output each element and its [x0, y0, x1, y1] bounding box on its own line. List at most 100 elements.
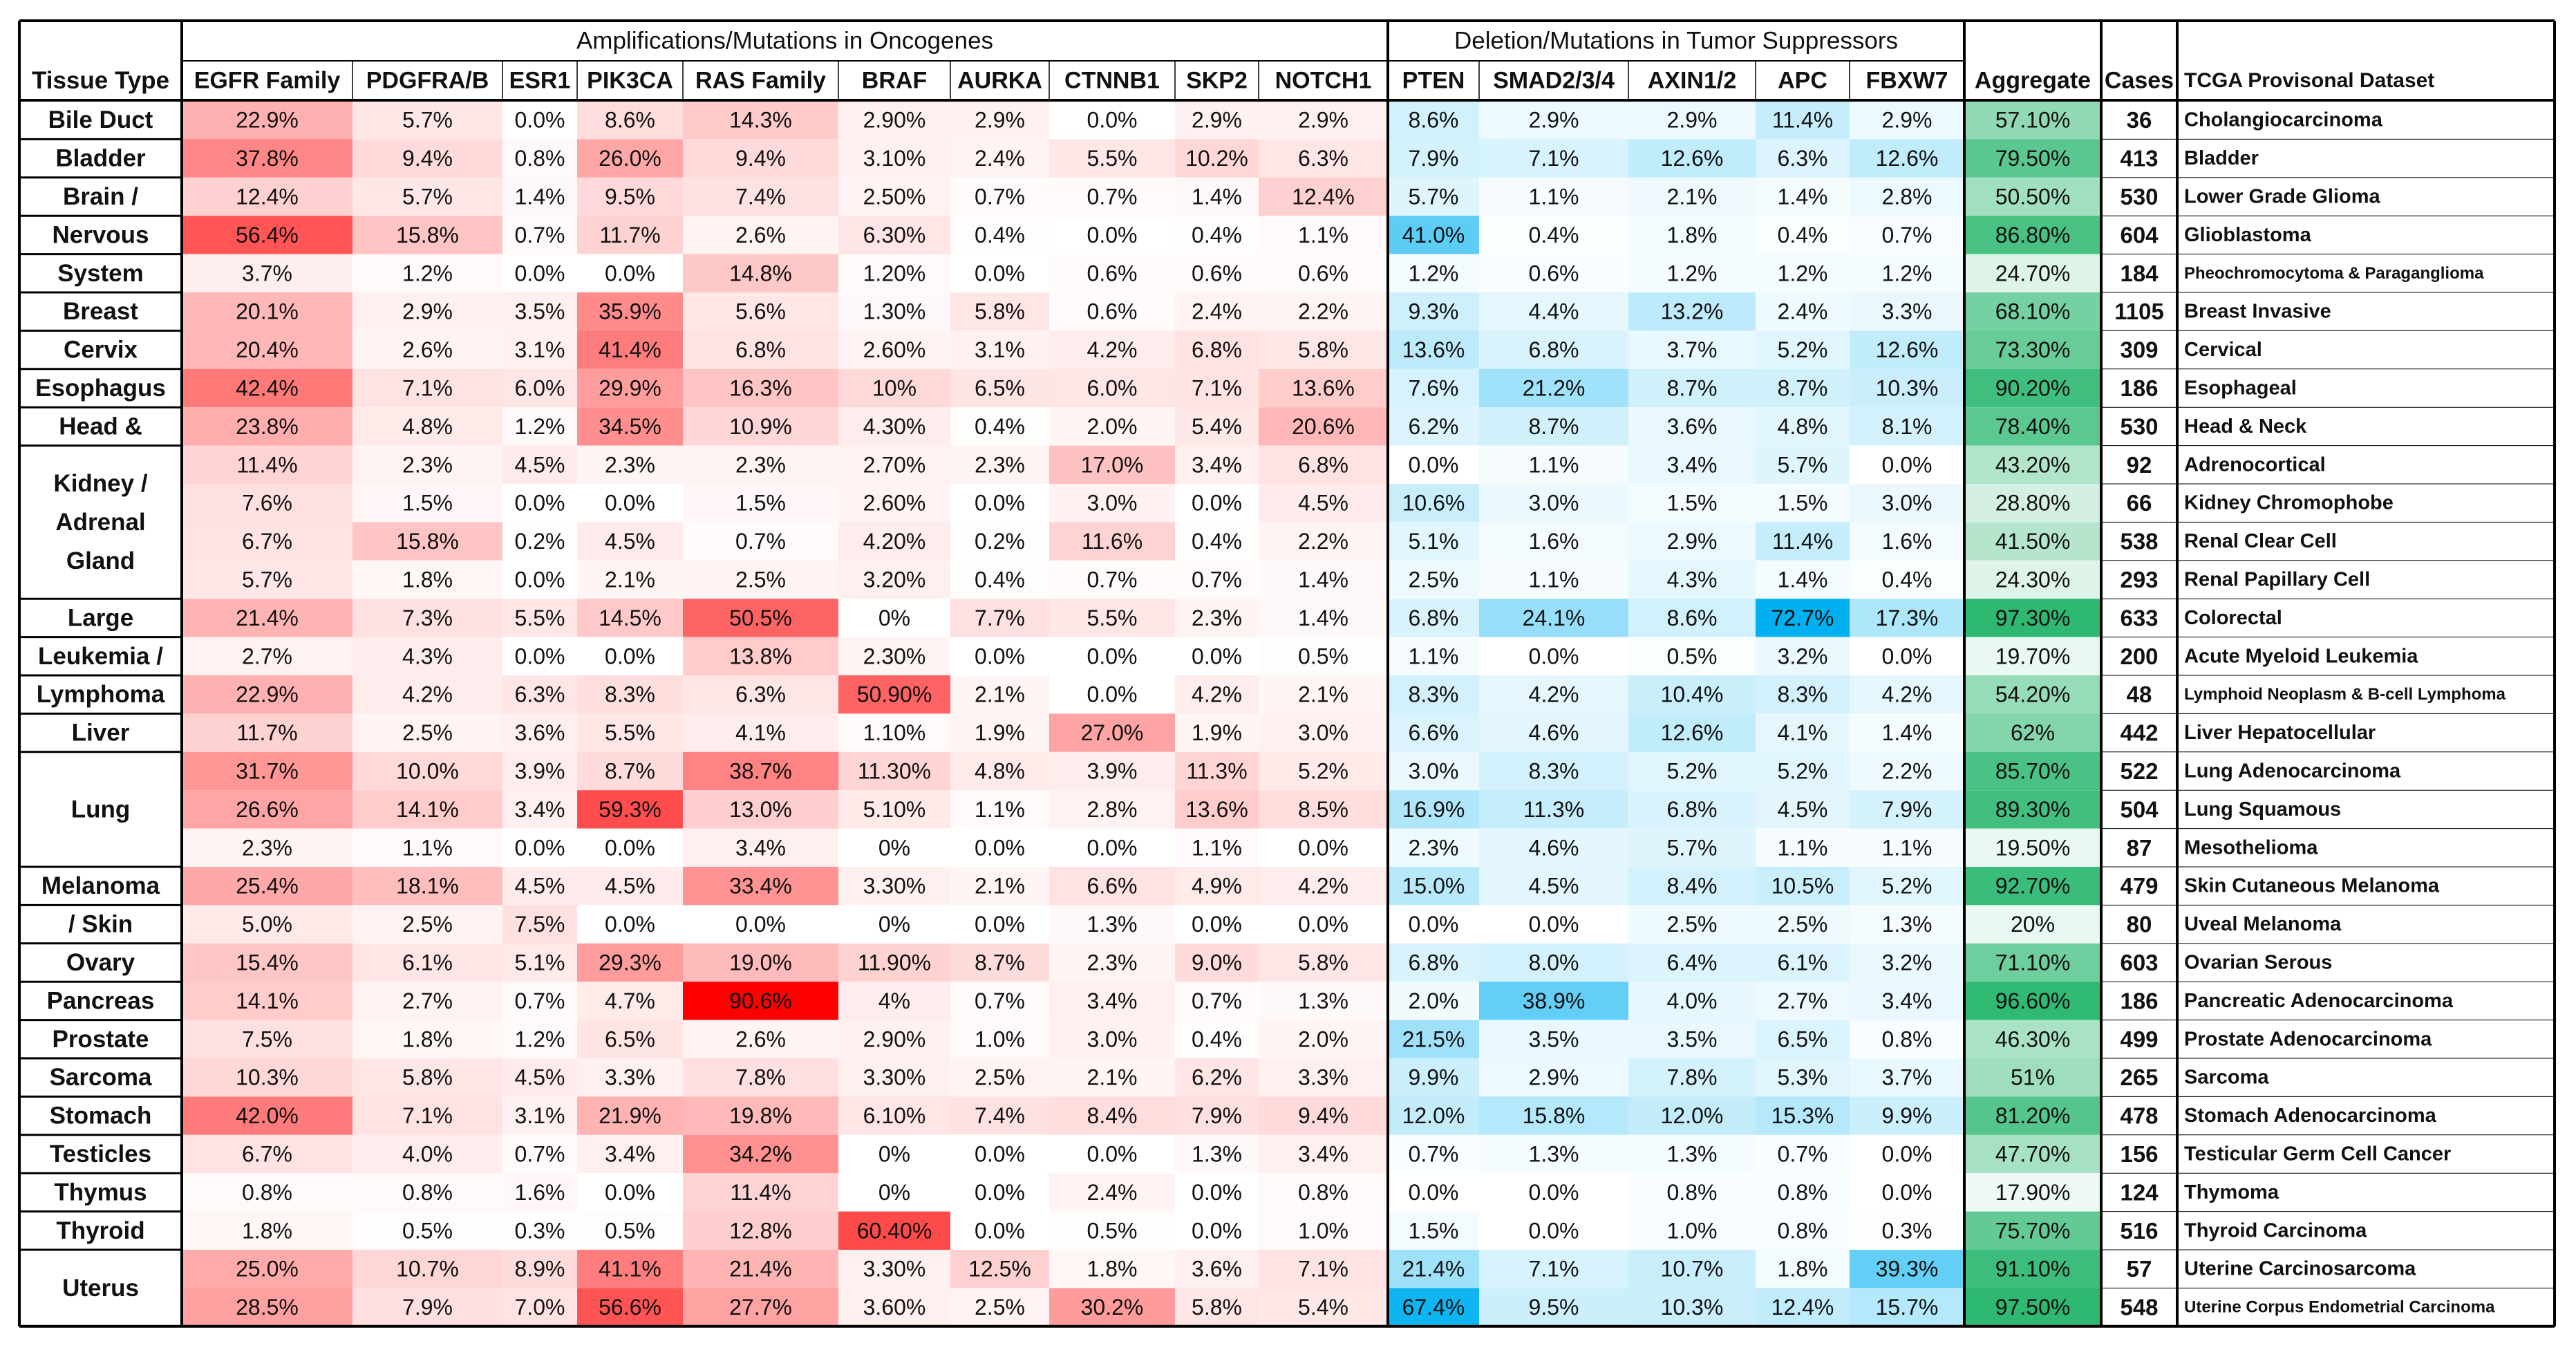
cell-value: 4.5%	[605, 529, 655, 554]
cell-suppressor	[1479, 1211, 1628, 1250]
cell-value: 0.0%	[1192, 644, 1242, 668]
dataset-name: Breast Invasive	[2184, 301, 2331, 323]
cell-value: 1.1%	[1192, 835, 1242, 860]
cell-oncogene	[502, 1058, 577, 1097]
cell-value: 12.0%	[1661, 1103, 1724, 1128]
tissue-label: Ovary	[66, 949, 135, 976]
cell-value: 5.2%	[1778, 337, 1828, 362]
cell-oncogene	[502, 828, 577, 867]
cell-value: 2.1%	[975, 682, 1025, 707]
cell-value: 8.7%	[1529, 414, 1579, 439]
cell-suppressor	[1850, 790, 1964, 829]
cell-suppressor	[1850, 177, 1964, 216]
cell-value: 6.1%	[1778, 950, 1828, 975]
cell-oncogene	[1175, 177, 1259, 216]
cell-oncogene	[1259, 599, 1388, 637]
dataset-name: Thyroid Carcinoma	[2184, 1219, 2367, 1241]
cell-oncogene	[577, 1211, 683, 1250]
cell-oncogene	[502, 292, 577, 331]
cell-value: 0.0%	[1087, 682, 1138, 707]
cell-value: 4.6%	[1529, 720, 1579, 745]
cases-value: 516	[2120, 1218, 2158, 1244]
cell-value: 2.5%	[735, 568, 786, 592]
aggregate-value: 81.20%	[1995, 1103, 2071, 1128]
cell-value: 14.1%	[236, 988, 299, 1013]
cell-value: 7.1%	[402, 376, 453, 401]
aggregate-value: 24.70%	[1995, 261, 2071, 285]
cell-oncogene	[502, 637, 577, 675]
cell-value: 1.2%	[1667, 261, 1718, 285]
cell-value: 2.3%	[1087, 950, 1138, 975]
cell-value: 3.0%	[1529, 491, 1579, 516]
header-suppressors: Deletion/Mutations in Tumor Suppressors	[1454, 28, 1898, 55]
cell-aggregate	[1964, 943, 2101, 982]
cell-value: 0.0%	[1409, 452, 1459, 477]
cell-oncogene	[1259, 522, 1388, 561]
cell-suppressor	[1388, 484, 1479, 523]
cell-value: 9.4%	[735, 146, 786, 171]
aggregate-value: 91.10%	[1995, 1257, 2071, 1282]
cell-oncogene	[1259, 828, 1388, 867]
cell-oncogene	[1049, 445, 1175, 484]
cell-oncogene	[352, 637, 502, 675]
cell-oncogene	[838, 790, 950, 829]
cell-value: 2.8%	[1882, 185, 1933, 209]
column-header-aggregate: Aggregate	[1975, 68, 2091, 94]
cell-oncogene	[502, 101, 577, 140]
cell-oncogene	[683, 330, 838, 369]
cell-suppressor	[1479, 1250, 1628, 1288]
cell-oncogene	[577, 751, 683, 791]
cell-oncogene	[352, 713, 502, 752]
cell-suppressor	[1479, 139, 1628, 178]
cell-oncogene	[1049, 1173, 1175, 1212]
cell-oncogene	[950, 943, 1049, 982]
aggregate-value: 50.50%	[1995, 185, 2071, 209]
column-header-suppressor: FBXW7	[1866, 68, 1948, 94]
cell-value: 1.6%	[1529, 529, 1579, 554]
cell-value: 11.4%	[1772, 108, 1833, 133]
cell-oncogene	[1049, 1058, 1175, 1097]
cell-value: 0.5%	[1298, 644, 1348, 668]
cell-suppressor	[1756, 1288, 1850, 1326]
cell-oncogene	[1259, 1211, 1388, 1250]
cell-value: 4.2%	[1882, 682, 1933, 707]
cell-oncogene	[577, 1134, 683, 1174]
aggregate-value: 97.50%	[1995, 1295, 2071, 1320]
cell-oncogene	[182, 1134, 352, 1174]
cell-value: 3.30%	[863, 874, 926, 899]
cell-value: 5.2%	[1778, 759, 1828, 784]
cell-value: 1.1%	[1529, 185, 1579, 209]
cell-value: 1.8%	[1667, 223, 1718, 247]
cell-value: 1.4%	[515, 185, 565, 209]
cell-suppressor	[1850, 522, 1964, 561]
cell-oncogene	[577, 560, 683, 599]
tissue-label: Nervous	[52, 221, 149, 248]
cell-oncogene	[1049, 982, 1175, 1020]
cell-value: 27.0%	[1081, 720, 1144, 745]
cell-value: 6.5%	[1778, 1026, 1828, 1051]
cell-oncogene	[1175, 330, 1259, 369]
cell-oncogene	[352, 1250, 502, 1288]
cell-aggregate	[1964, 1020, 2101, 1058]
cell-oncogene	[1049, 790, 1175, 829]
cell-value: 2.4%	[975, 146, 1025, 171]
cell-value: 42.0%	[236, 1103, 299, 1128]
cell-suppressor	[1628, 1173, 1756, 1212]
cell-value: 0.0%	[975, 1180, 1025, 1205]
cell-value: 17.0%	[1081, 452, 1144, 477]
cell-oncogene	[683, 560, 838, 599]
cell-value: 1.5%	[735, 491, 786, 516]
cell-oncogene	[1259, 1096, 1388, 1135]
tissue-label: Lymphoma	[37, 681, 165, 708]
cell-value: 5.7%	[1778, 452, 1828, 477]
cell-oncogene	[1175, 867, 1259, 906]
cell-value: 4%	[878, 988, 910, 1013]
cell-value: 2.3%	[975, 452, 1025, 477]
cell-value: 0.5%	[605, 1218, 655, 1243]
cell-value: 1.5%	[1778, 491, 1828, 516]
aggregate-value: 17.90%	[1995, 1180, 2071, 1205]
cell-oncogene	[683, 675, 838, 714]
cell-aggregate	[1964, 445, 2101, 484]
cell-value: 0.0%	[1087, 644, 1138, 668]
